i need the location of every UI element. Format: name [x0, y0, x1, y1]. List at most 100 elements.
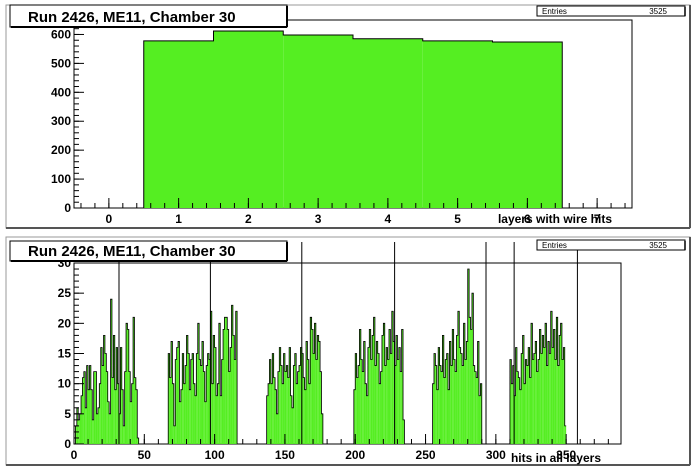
bar-bin	[95, 371, 97, 444]
bar-bin	[449, 341, 451, 444]
bar-bin	[213, 335, 215, 444]
bar-bin	[436, 389, 439, 444]
bar-bin	[193, 383, 195, 444]
bar-bin	[531, 323, 533, 444]
bar-bin	[540, 353, 543, 444]
bar-bin	[372, 335, 374, 444]
bar-bin	[214, 347, 217, 444]
bar-bin	[445, 359, 447, 444]
bar-bin	[536, 371, 539, 444]
bar-bin	[478, 395, 481, 444]
bar-bin	[197, 323, 200, 444]
stats-value: 3525	[649, 7, 667, 16]
bar-bin	[121, 389, 124, 444]
bar-bin	[211, 383, 214, 444]
bar-bin	[280, 365, 283, 444]
x-tick-label: 300	[486, 448, 506, 462]
bar-bin	[387, 359, 389, 444]
bar-bin	[196, 353, 198, 444]
bar-bin	[318, 341, 321, 444]
bar-bin	[460, 353, 463, 444]
bar-bin	[173, 425, 176, 444]
bar-bin	[401, 329, 404, 444]
y-tick-label: 0	[64, 201, 71, 215]
bar-bin	[381, 335, 384, 444]
bar-bin	[306, 341, 308, 444]
bar-bin	[289, 347, 291, 444]
bar-bin	[532, 359, 534, 444]
bar-bin	[538, 359, 540, 444]
bar-bin	[277, 371, 280, 444]
bar-bin	[89, 365, 91, 444]
x-axis-label: layers with wire hits	[498, 212, 612, 226]
bar-bin	[432, 383, 434, 444]
bar-bin	[294, 353, 297, 444]
bar-bin	[480, 383, 482, 444]
bar-bin	[75, 425, 77, 444]
x-tick-label: 7	[594, 212, 601, 226]
bar-bin	[179, 401, 181, 444]
bar-bin	[86, 365, 89, 444]
bar-bin	[133, 317, 135, 444]
stats-value: 3525	[649, 241, 667, 250]
bar-bin	[557, 365, 560, 444]
y-tick-label: 300	[51, 114, 71, 128]
x-tick-label: 150	[275, 448, 295, 462]
x-tick-label: 3	[315, 212, 322, 226]
bar-layer-4	[353, 38, 423, 208]
bar-bin	[296, 383, 298, 444]
bar-bin	[82, 377, 84, 444]
bar-bin	[225, 317, 228, 444]
bar-bin	[370, 359, 373, 444]
histogram-bars	[75, 242, 578, 445]
bar-bin	[390, 353, 392, 444]
bar-bin	[455, 371, 457, 444]
bar-bin	[529, 377, 532, 444]
bar-bin	[396, 335, 398, 444]
bar-bin	[287, 377, 290, 444]
bar-bin	[216, 395, 218, 444]
bar-bin	[113, 335, 115, 444]
bar-layer-3	[283, 35, 353, 208]
bar-bin	[201, 341, 204, 444]
bar-bin	[81, 395, 83, 444]
y-tick-label: 20	[58, 316, 72, 330]
bar-bin	[469, 317, 471, 444]
bar-bin	[103, 335, 105, 444]
bar-bin	[362, 371, 364, 444]
bar-bin	[515, 347, 517, 444]
bar-bin	[298, 365, 301, 444]
bar-bin	[523, 383, 526, 444]
stats-label: Entries	[542, 241, 567, 250]
bar-bin	[175, 359, 177, 444]
x-tick-label: 0	[106, 212, 113, 226]
bar-bin	[231, 305, 233, 444]
bar-bin	[367, 347, 370, 444]
bar-bin	[471, 293, 474, 444]
bar-bin	[123, 425, 125, 444]
bar-bin	[561, 359, 564, 444]
bar-bin	[217, 383, 219, 444]
bar-bin	[135, 389, 138, 444]
bar-bin	[131, 383, 134, 444]
bar-bin	[377, 353, 380, 444]
bar-bin	[182, 353, 184, 444]
bar-bin	[321, 413, 323, 444]
bar-bin	[223, 329, 225, 444]
bar-bin	[206, 365, 208, 444]
y-tick-label: 400	[51, 85, 71, 99]
bar-bin	[293, 365, 295, 444]
bar-bin	[189, 389, 191, 444]
y-tick-label: 25	[58, 286, 72, 300]
bar-bin	[286, 365, 288, 444]
bar-bin	[266, 395, 269, 444]
bar-bin	[185, 365, 187, 444]
bar-bin	[556, 317, 558, 444]
bar-bin	[391, 311, 394, 444]
bar-bin	[394, 365, 397, 444]
bar-bin	[199, 359, 201, 444]
bar-bin	[276, 413, 278, 444]
histogram-bars	[143, 30, 563, 208]
x-tick-label: 6	[524, 212, 531, 226]
bar-bin	[187, 353, 190, 444]
